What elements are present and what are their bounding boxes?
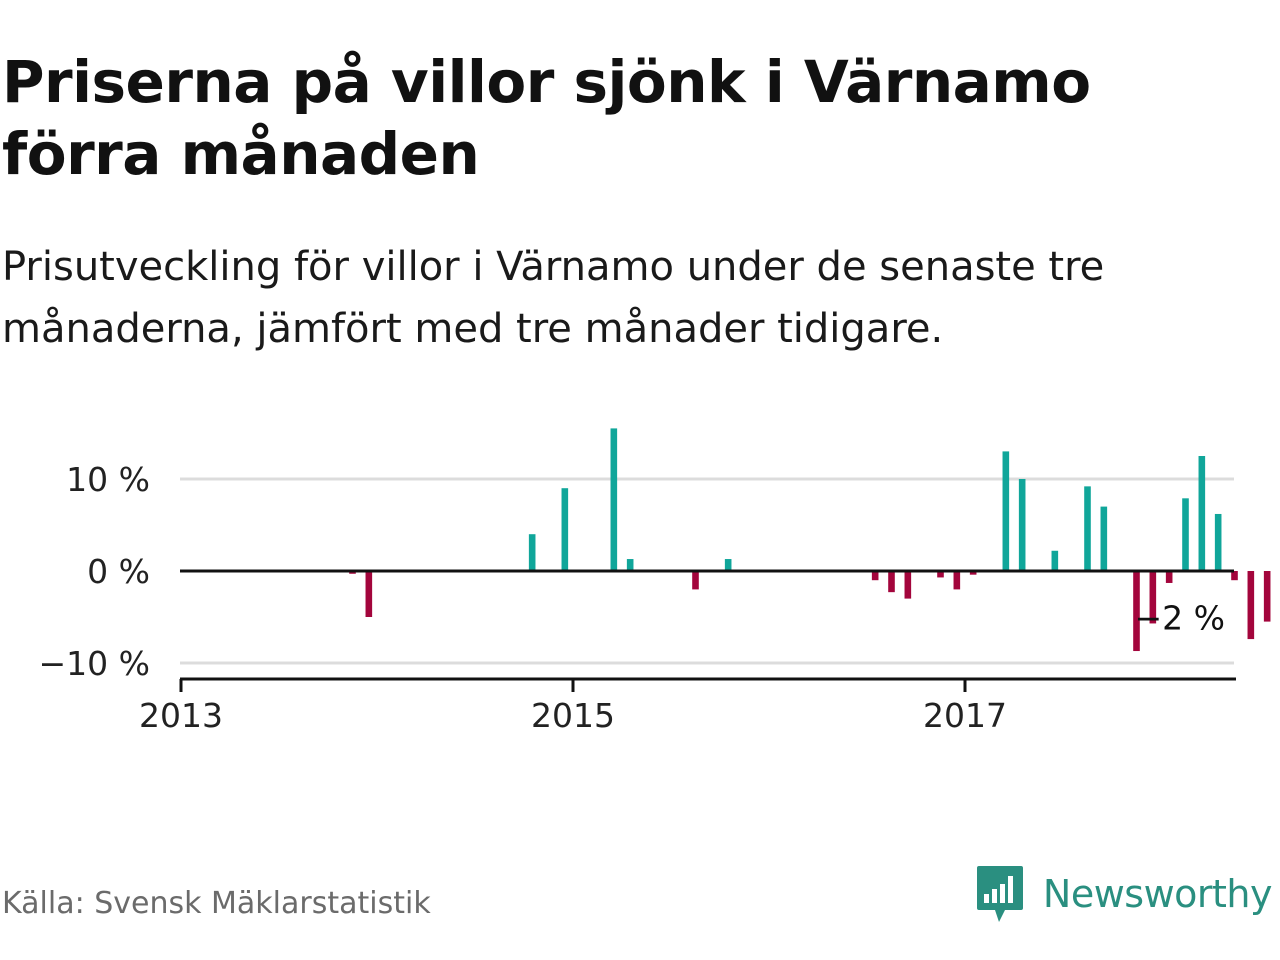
bar [1231,571,1238,581]
tick-labels: 10 %0 %−10 %201320152017201920212023−2 % [39,460,1226,735]
bar [528,534,536,571]
bar [724,559,732,571]
bar [1214,513,1222,571]
bar [1002,451,1010,571]
bar [626,559,634,571]
bar [937,571,944,578]
x-tick-label: 2013 [139,696,223,735]
bar [561,488,569,571]
bar [1100,506,1108,571]
bar [365,571,373,617]
brand-logo: Newsworthy [975,864,1273,924]
bar [871,571,879,581]
bar [888,571,895,593]
bar [1133,571,1140,652]
last-value-label: −2 % [1135,598,1226,637]
bar [904,571,912,599]
x-tick-label: 2015 [531,696,615,735]
bar [1165,571,1173,583]
bar [1198,456,1206,571]
bar [1084,486,1091,571]
bar-chart: 10 %0 %−10 %201320152017201920212023−2 % [39,428,1271,735]
axes [179,569,1236,692]
y-tick-label: 0 % [87,552,150,591]
brand-name: Newsworthy [1042,872,1273,916]
bar [1182,498,1189,571]
bar [1263,571,1271,622]
bar [1051,550,1059,571]
bar [953,571,961,590]
bar [969,571,977,575]
source-note: Källa: Svensk Mäklarstatistik [2,886,431,921]
gridlines [180,477,1234,665]
x-tick-label: 2017 [923,696,1007,735]
bar [1018,479,1026,571]
chart-title: Priserna på villor sjönk i Värnamo förra… [2,48,1091,188]
bar [692,571,699,590]
bar [610,428,618,571]
bar [1149,571,1157,624]
bar-chart-speech-bubble-icon [976,866,1023,922]
y-tick-label: −10 % [39,644,151,683]
bar [1247,571,1255,640]
bars [349,428,1271,652]
y-tick-label: 10 % [66,460,150,499]
chart-subtitle: Prisutveckling för villor i Värnamo unde… [2,244,1105,352]
